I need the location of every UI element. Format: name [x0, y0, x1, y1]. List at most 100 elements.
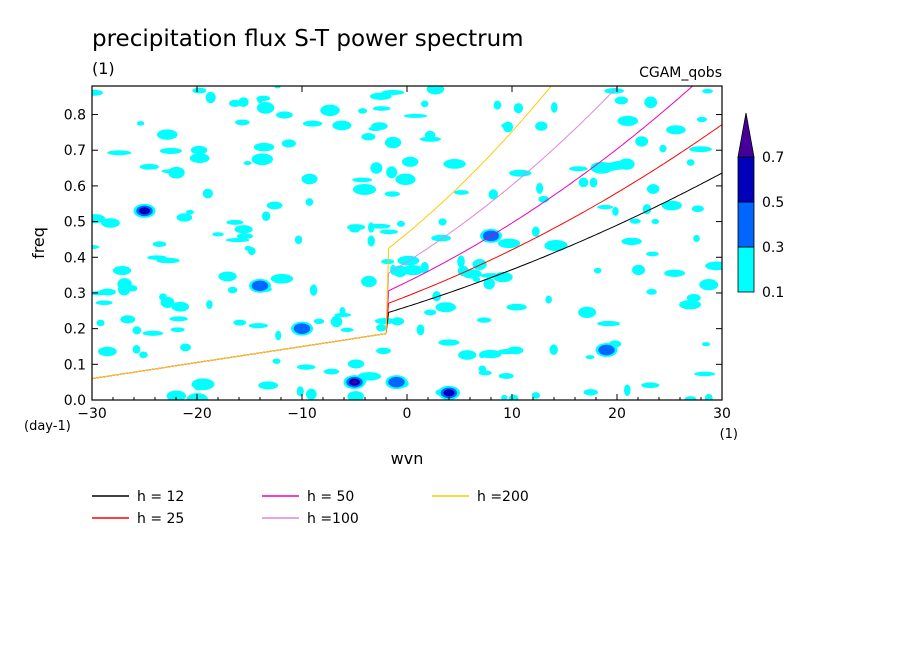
contour-patch [646, 251, 659, 257]
y-tick-label: 0.4 [64, 250, 86, 266]
contour-patch [396, 220, 406, 227]
x-tick-label: −10 [287, 406, 317, 422]
contour-patch [578, 306, 597, 319]
contour-patch [136, 121, 145, 126]
contour-patch [679, 300, 701, 310]
contour-patch [349, 227, 360, 233]
contour-peak [388, 376, 405, 388]
contour-patch [275, 330, 282, 341]
contour-patch [686, 293, 701, 302]
x-tick-label: 0 [403, 406, 412, 422]
contour-peak [293, 323, 311, 334]
y-tick-label: 0.6 [64, 179, 86, 195]
contour-patch [160, 296, 175, 309]
contour-peak [139, 207, 150, 215]
contour-patch [701, 342, 711, 347]
contour-patch [147, 255, 167, 260]
contour-patch [309, 284, 318, 296]
contour-patch [205, 91, 216, 104]
contour-patch [424, 130, 436, 140]
contour-patch [585, 355, 595, 360]
colorbar-arrow [737, 112, 755, 158]
contour-patch [132, 326, 142, 335]
contour-patch [235, 119, 250, 126]
contour-patch [666, 125, 686, 135]
contour-patches [92, 86, 722, 400]
contour-patch [332, 120, 352, 131]
contour-patch [498, 373, 514, 379]
contour-patch [132, 344, 141, 354]
contour-patch [549, 344, 558, 355]
contour-patch [156, 129, 178, 140]
contour-patch [367, 235, 375, 247]
contour-patch [95, 300, 113, 305]
contour-patch [583, 389, 598, 396]
contour-patch [702, 88, 713, 94]
contour-patch [689, 146, 712, 153]
title-units: (1) [92, 59, 115, 78]
contour-patch [651, 218, 660, 225]
contour-patch [395, 173, 416, 185]
contour-patch [253, 142, 275, 152]
contour-patch [493, 100, 502, 110]
contour-patch [431, 234, 451, 242]
contour-patch [501, 394, 508, 400]
contour-patch [301, 173, 318, 185]
contour-patch [339, 307, 346, 315]
contour-patch [589, 177, 598, 188]
case-label: CGAM_qobs [639, 65, 722, 81]
contour-patch [369, 92, 392, 101]
contour-peak [598, 344, 615, 356]
contour-patch [296, 364, 316, 370]
contour-peak [443, 389, 455, 397]
contour-patch [401, 156, 419, 167]
contour-patch [170, 327, 185, 333]
contour-patch [629, 218, 641, 224]
contour-patch [168, 166, 185, 179]
x-axis-label: wvn [391, 449, 424, 468]
contour-patch [272, 358, 281, 364]
contour-patch [347, 391, 364, 400]
contour-patch [617, 115, 639, 126]
contour-patch [92, 214, 106, 224]
contour-patch [454, 190, 469, 195]
contour-patch [270, 273, 294, 284]
contour-patch [705, 261, 722, 271]
contour-patch [218, 271, 237, 282]
contour-patch [256, 102, 275, 114]
contour-patch [550, 102, 558, 113]
contour-patch [190, 145, 208, 155]
contour-patch [624, 384, 631, 396]
contour-patch [479, 352, 486, 359]
contour-patch [340, 327, 354, 333]
y-tick-label: 0.5 [64, 215, 86, 231]
contour-patch [166, 390, 186, 400]
legend-label: h =200 [477, 489, 529, 505]
contour-patch [420, 100, 429, 108]
x-tick-label: 20 [608, 406, 626, 422]
contour-patch [497, 238, 521, 249]
contour-patch [646, 288, 657, 295]
contour-patch [258, 381, 279, 390]
y-units: (day-1) [24, 419, 71, 434]
contour-patch [320, 104, 340, 117]
chart-title: precipitation flux S-T power spectrum [92, 26, 524, 52]
contour-patch [569, 166, 588, 172]
contour-patch [664, 269, 686, 277]
contour-patch [458, 350, 477, 360]
contour-patch [192, 87, 207, 94]
contour-patch [96, 319, 105, 327]
contour-patch [236, 233, 254, 239]
contour-patch [206, 300, 213, 309]
colorbar-label: 0.1 [762, 285, 784, 301]
contour-patch [438, 339, 460, 346]
contour-patch [381, 90, 405, 95]
contour-patch [621, 237, 642, 246]
contour-patch [261, 211, 271, 222]
contour-patch [699, 279, 719, 291]
contour-patch [352, 177, 373, 183]
contour-patch [248, 323, 269, 329]
legend-label: h = 25 [137, 511, 184, 527]
legend: h = 12 h = 25 h = 50 h =100 h =200 [92, 489, 529, 527]
